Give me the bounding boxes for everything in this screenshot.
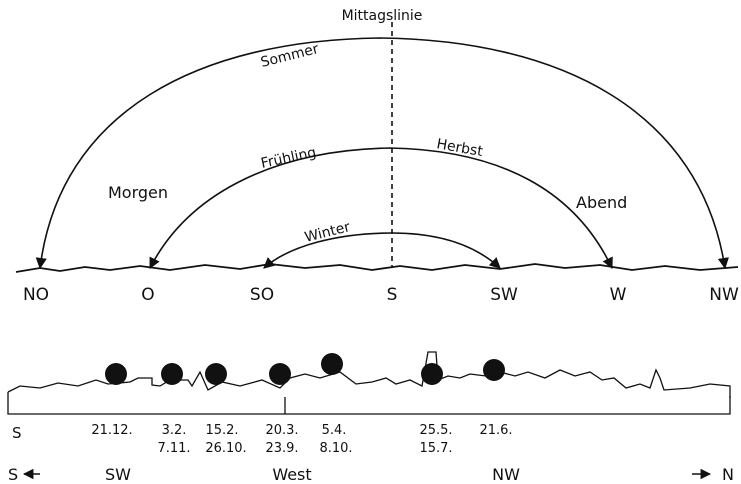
sun-disc-20-3: [269, 363, 291, 385]
direction-nw: NW: [709, 285, 739, 305]
date-23-9: 23.9.: [265, 441, 298, 456]
direction-no: NO: [23, 285, 49, 305]
sun-disc-21-6: [483, 359, 505, 381]
meridian-label: Mittagslinie: [342, 8, 423, 24]
date-21-12: 21.12.: [91, 423, 132, 438]
compass-south: S: [8, 465, 18, 484]
skyline-diagram: S 21.12. 3.2. 7.11. 15.2. 26.10. 20.3. 2…: [7, 351, 731, 456]
compass-row: S SW West NW N: [8, 465, 734, 484]
date-3-2: 3.2.: [162, 423, 187, 438]
compass-north: N: [722, 465, 734, 484]
skyline-silhouette: [7, 351, 731, 398]
sun-disc-21-12: [105, 363, 127, 385]
sun-disc-5-4: [321, 353, 343, 375]
date-15-2: 15.2.: [205, 423, 238, 438]
date-20-3: 20.3.: [265, 423, 298, 438]
direction-so: SO: [250, 285, 274, 305]
date-21-6: 21.6.: [479, 423, 512, 438]
sky-diagram: Mittagslinie Sommer Frühling Herbst Wint…: [15, 8, 739, 305]
compass-west: West: [272, 465, 311, 484]
date-15-7: 15.7.: [419, 441, 452, 456]
compass-northwest: NW: [492, 465, 520, 484]
sun-disc-3-2: [161, 363, 183, 385]
winter-arc: [263, 232, 501, 269]
date-25-5: 25.5.: [419, 423, 452, 438]
morning-label: Morgen: [108, 183, 168, 202]
date-26-10: 26.10.: [205, 441, 246, 456]
spring-autumn-arc: [149, 147, 613, 270]
strip-left-label: S: [12, 424, 22, 442]
sun-disc-15-2: [205, 363, 227, 385]
date-8-10: 8.10.: [319, 441, 352, 456]
sun-disc-25-5: [421, 363, 443, 385]
direction-o: O: [141, 285, 154, 305]
ground-strip: [7, 392, 731, 415]
winter-label: Winter: [303, 219, 352, 246]
summer-arc: [35, 37, 729, 270]
compass-southwest: SW: [105, 465, 131, 484]
direction-w: W: [610, 285, 627, 305]
direction-sw: SW: [490, 285, 518, 305]
direction-s: S: [387, 285, 398, 305]
autumn-label: Herbst: [435, 136, 484, 160]
date-5-4: 5.4.: [322, 423, 347, 438]
horizon-line: [15, 263, 739, 273]
evening-label: Abend: [576, 193, 627, 212]
date-7-11: 7.11.: [157, 441, 190, 456]
spring-label: Frühling: [260, 145, 318, 172]
